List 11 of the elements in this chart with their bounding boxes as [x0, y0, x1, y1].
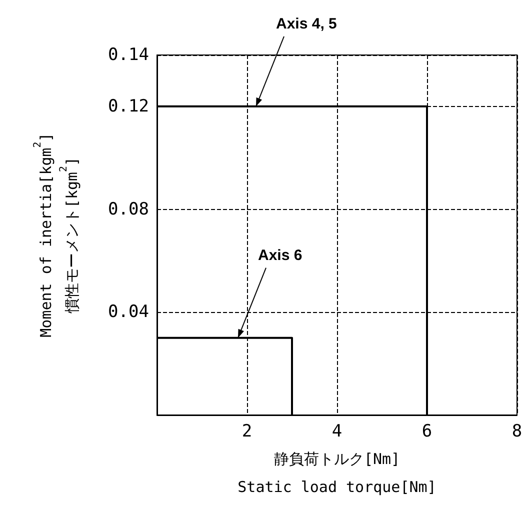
x-axis-title: 静負荷トルク[Nm] Static load torque[Nm] — [238, 450, 436, 496]
y-tick-label: 0.14 — [108, 45, 149, 65]
x-tick-label: 2 — [242, 422, 252, 442]
y-tick-label: 0.04 — [108, 302, 149, 322]
x-tick-label: 8 — [512, 422, 522, 442]
annotation: Axis 6 — [258, 246, 302, 264]
y-tick-label: 0.12 — [108, 96, 149, 116]
y-tick-label: 0.08 — [108, 199, 149, 220]
x-tick-label: 4 — [332, 422, 342, 442]
x-tick-label: 6 — [422, 422, 432, 442]
annotation: Axis 4, 5 — [276, 15, 337, 32]
